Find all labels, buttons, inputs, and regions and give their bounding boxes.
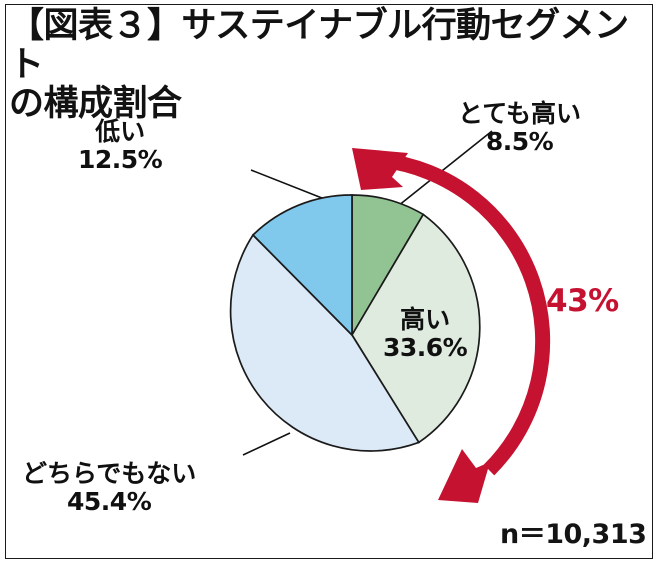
slice-label-neither: どちらでもない 45.4%	[22, 460, 196, 516]
slice-label-very-high: とても高い 8.5%	[458, 100, 581, 156]
leader-line-low	[250, 169, 328, 201]
sample-size-note: n＝10,313	[500, 519, 647, 550]
slice-label-very-high-name: とても高い	[458, 99, 582, 128]
leader-line-neither	[242, 432, 291, 456]
pie-slice-neither[interactable]	[229, 233, 421, 452]
pie-slice-low[interactable]	[251, 194, 353, 338]
leader-line-very-high	[397, 130, 493, 207]
slice-label-low: 低い 12.5%	[78, 117, 163, 174]
slice-label-very-high-value: 8.5%	[485, 127, 554, 156]
slice-label-high-value: 33.6%	[383, 333, 468, 362]
slice-label-high: 高い 33.6%	[383, 305, 468, 362]
combined-share-annotation: 43%	[546, 283, 619, 319]
combined-share-arrow	[352, 148, 551, 503]
arc-arrow-shaft	[379, 152, 551, 476]
slice-label-low-name: 低い	[95, 117, 146, 146]
arc-arrow-head-top	[352, 148, 408, 190]
slice-label-neither-value: 45.4%	[67, 487, 152, 516]
slice-label-low-value: 12.5%	[78, 145, 163, 174]
slice-label-high-name: 高い	[400, 305, 451, 334]
slice-label-neither-name: どちらでもない	[22, 459, 197, 488]
arc-arrow-head-bottom	[438, 449, 490, 503]
page-title: 【図表３】サステイナブル行動セグメント の構成割合	[9, 6, 629, 125]
